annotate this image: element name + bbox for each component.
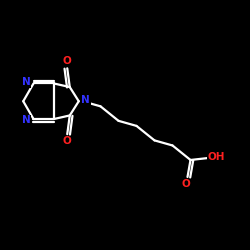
Text: O: O <box>182 180 190 190</box>
Text: N: N <box>82 95 90 105</box>
Text: N: N <box>22 77 31 87</box>
Text: O: O <box>63 56 72 66</box>
Text: N: N <box>22 115 31 125</box>
Text: O: O <box>63 136 72 146</box>
Text: OH: OH <box>208 152 226 162</box>
